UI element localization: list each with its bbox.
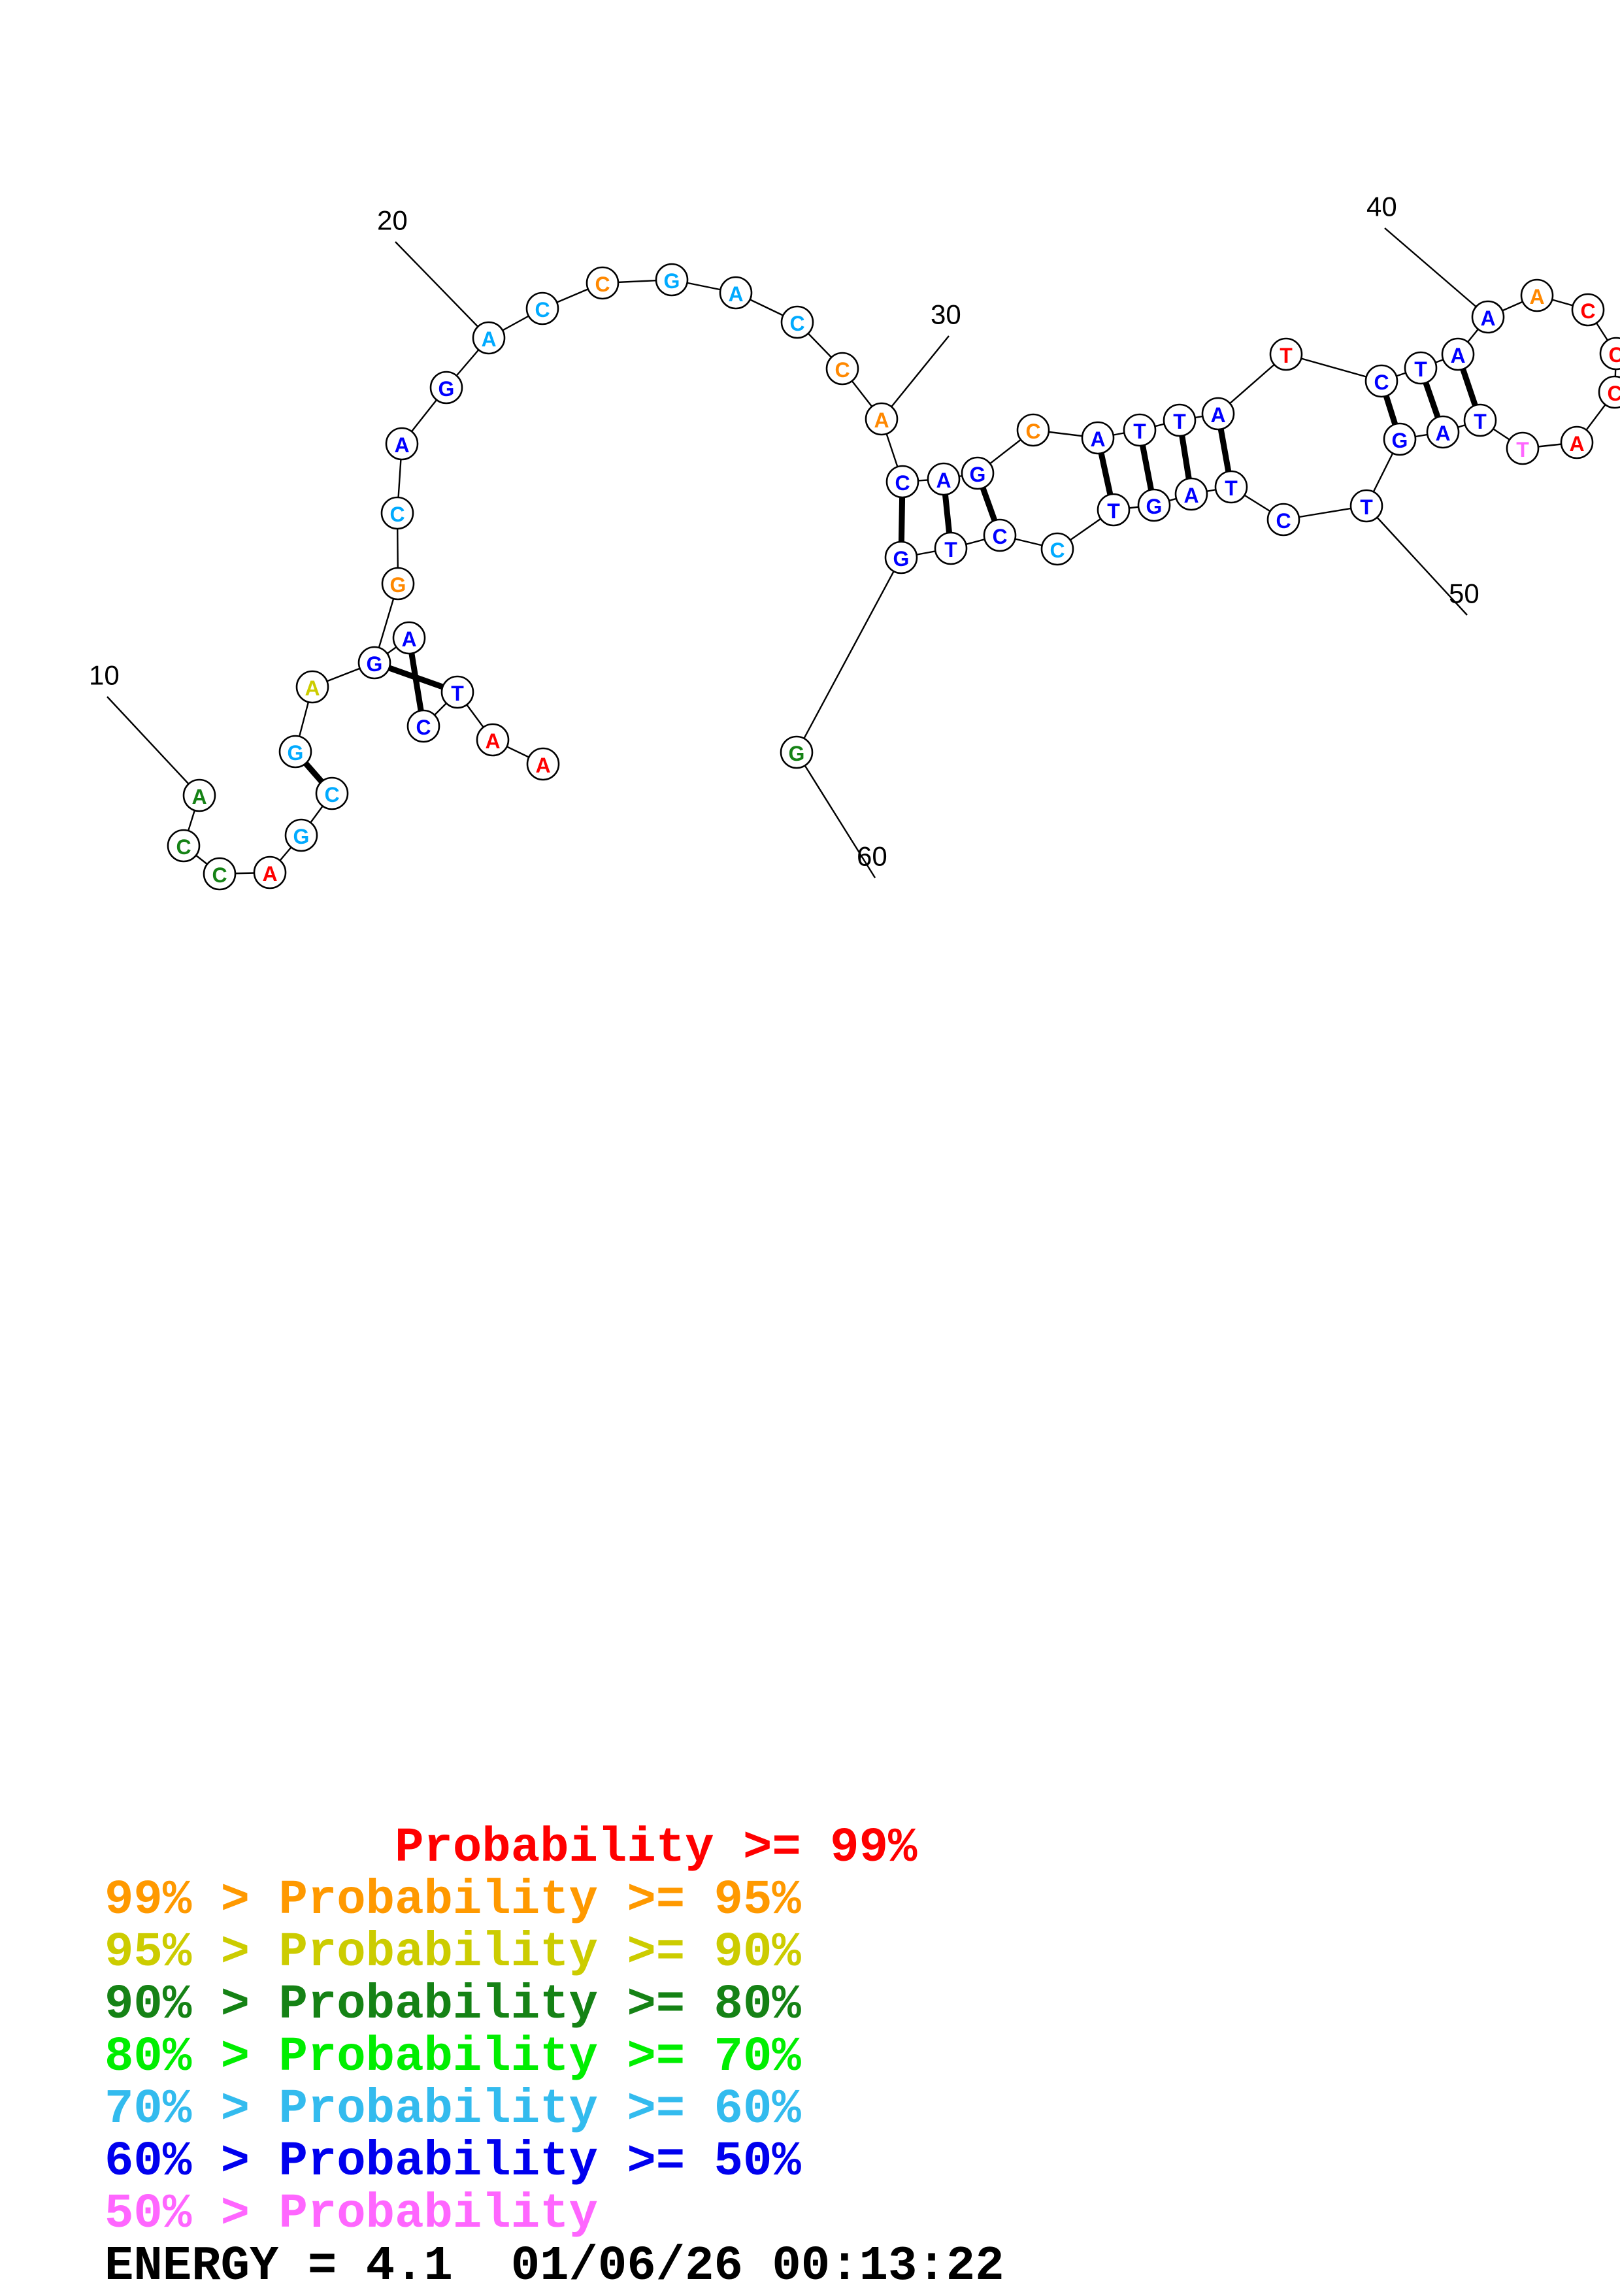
svg-text:60: 60 <box>857 841 887 872</box>
svg-text:G: G <box>288 741 304 765</box>
svg-text:C: C <box>389 503 405 526</box>
svg-text:C: C <box>1374 371 1389 394</box>
svg-text:T: T <box>1280 344 1293 367</box>
svg-text:C: C <box>324 783 339 807</box>
svg-text:C: C <box>595 273 610 296</box>
svg-text:A: A <box>262 862 277 886</box>
svg-text:G: G <box>664 269 680 293</box>
svg-text:G: G <box>367 652 383 676</box>
svg-text:10: 10 <box>89 660 120 691</box>
svg-text:G: G <box>438 377 455 401</box>
svg-text:C: C <box>1276 509 1291 533</box>
svg-text:G: G <box>893 547 910 571</box>
svg-text:T: T <box>1414 358 1427 381</box>
svg-text:C: C <box>1050 539 1065 562</box>
svg-text:T: T <box>1360 495 1373 519</box>
svg-text:A: A <box>481 327 496 351</box>
svg-text:G: G <box>970 463 986 486</box>
svg-text:T: T <box>451 682 464 705</box>
svg-text:G: G <box>390 573 406 597</box>
svg-text:30: 30 <box>931 299 961 330</box>
svg-text:40: 40 <box>1366 191 1397 222</box>
svg-text:C: C <box>895 471 910 495</box>
svg-text:A: A <box>1569 432 1584 456</box>
svg-text:C: C <box>212 863 227 887</box>
svg-text:A: A <box>191 785 207 808</box>
svg-text:T: T <box>1107 499 1120 523</box>
svg-text:C: C <box>789 312 804 335</box>
svg-text:20: 20 <box>377 205 408 236</box>
svg-text:C: C <box>835 358 850 382</box>
svg-text:G: G <box>293 825 310 848</box>
svg-text:C: C <box>1025 420 1040 443</box>
svg-text:A: A <box>1480 307 1495 330</box>
svg-text:G: G <box>1392 429 1408 452</box>
svg-text:A: A <box>305 676 320 700</box>
svg-text:T: T <box>944 538 957 561</box>
svg-text:C: C <box>416 716 431 739</box>
svg-text:A: A <box>1090 427 1105 451</box>
svg-text:A: A <box>1450 344 1465 367</box>
svg-text:G: G <box>1146 495 1163 518</box>
svg-text:A: A <box>936 469 951 492</box>
svg-text:T: T <box>1474 410 1487 433</box>
svg-text:A: A <box>485 729 500 753</box>
svg-text:A: A <box>535 754 550 777</box>
svg-text:T: T <box>1516 438 1529 461</box>
svg-text:G: G <box>789 742 805 765</box>
svg-text:C: C <box>535 298 550 322</box>
svg-text:50: 50 <box>1449 578 1479 609</box>
svg-text:A: A <box>1435 422 1450 445</box>
svg-text:C: C <box>992 525 1007 548</box>
svg-text:T: T <box>1133 420 1146 443</box>
svg-text:C: C <box>1607 382 1620 405</box>
svg-text:A: A <box>394 433 409 457</box>
svg-text:A: A <box>1210 403 1225 427</box>
svg-text:C: C <box>1580 299 1595 323</box>
svg-text:C: C <box>1608 343 1620 367</box>
svg-text:A: A <box>874 408 889 432</box>
svg-text:C: C <box>176 835 191 859</box>
svg-text:A: A <box>1183 484 1198 507</box>
svg-text:T: T <box>1225 476 1238 500</box>
svg-text:A: A <box>401 627 416 651</box>
svg-text:T: T <box>1173 410 1186 433</box>
svg-text:A: A <box>1529 285 1544 308</box>
svg-text:A: A <box>728 282 743 306</box>
